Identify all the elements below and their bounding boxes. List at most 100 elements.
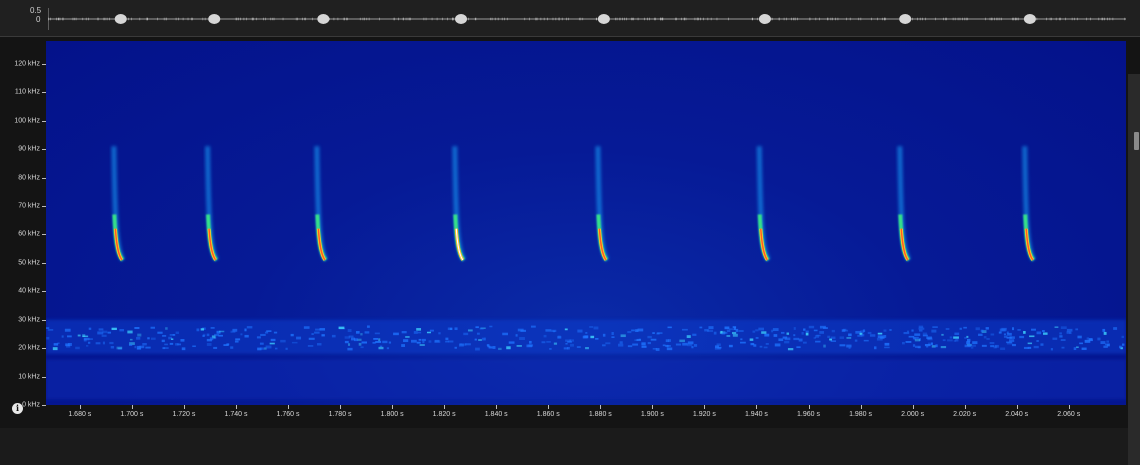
noise-speck [378,338,381,342]
noise-speck [761,331,767,334]
noise-speck [192,345,196,348]
time-tick-label: 1.980 s [849,411,873,418]
noise-speck [270,338,276,342]
noise-speck [465,343,471,346]
noise-speck [480,327,486,329]
noise-speck [202,335,205,337]
noise-speck [1084,339,1091,343]
noise-speck [753,344,757,347]
noise-speck [165,327,168,330]
noise-speck [1033,345,1039,349]
noise-speck [975,327,980,331]
noise-speck [134,327,140,329]
noise-speck [211,335,216,339]
noise-speck [772,328,779,332]
noise-speck [889,329,892,331]
time-tick-label: 1.960 s [797,411,820,418]
noise-speck [955,338,959,342]
scrollbar-thumb[interactable] [1134,132,1139,150]
noise-speck [869,334,876,337]
noise-speck [454,346,457,349]
noise-speck [717,346,722,349]
noise-speck [419,344,425,346]
noise-speck [986,338,990,340]
noise-speck [557,336,562,339]
noise-speck [1100,341,1106,345]
time-tick-label: 1.720 s [172,411,196,418]
noise-speck [805,332,809,336]
noise-speck [200,328,204,331]
noise-speck [331,334,336,338]
noise-speck [903,332,910,335]
waveform-panel[interactable]: 0.5 0 [0,0,1140,37]
noise-speck [1106,340,1110,343]
waveform-trace [48,8,1126,30]
noise-speck [1040,343,1044,346]
noise-speck [136,336,141,340]
noise-speck [219,330,225,333]
noise-speck [793,334,796,337]
noise-speck [319,328,326,331]
noise-speck [87,341,91,344]
noise-speck [246,326,253,329]
noise-speck [169,334,175,336]
noise-speck [181,347,186,351]
time-tick-label: 2.040 s [1005,411,1029,418]
noise-speck [801,331,804,335]
time-tick [912,405,914,409]
noise-speck [478,339,482,341]
noise-speck [589,326,594,328]
noise-speck [1036,340,1039,342]
noise-speck [611,332,614,336]
noise-speck [880,336,885,339]
noise-speck [401,331,407,334]
noise-speck [360,346,364,349]
frequency-tick [42,177,46,179]
noise-speck [593,326,599,330]
noise-speck [565,342,568,345]
noise-speck [726,329,731,332]
noise-speck [928,342,932,346]
noise-speck [401,344,406,347]
noise-speck [966,341,971,345]
noise-speck [498,347,502,351]
noise-speck [842,328,847,331]
noise-speck [912,336,919,340]
vertical-scrollbar[interactable] [1128,74,1140,465]
noise-speck [162,347,166,350]
noise-speck [1050,348,1053,351]
noise-speck [1103,345,1108,348]
noise-speck [652,347,657,350]
noise-speck [662,344,666,347]
noise-speck [85,345,89,347]
noise-speck [46,327,50,329]
noise-speck [447,327,453,331]
frequency-tick [42,92,46,94]
noise-speck [755,336,759,339]
noise-speck [1003,333,1007,335]
noise-speck [774,343,781,347]
frequency-tick [42,234,46,236]
frequency-axis: 120 kHz 110 kHz 100 kHz 90 kHz 80 kHz 70 kHz 6… [0,41,46,409]
noise-speck [577,329,583,333]
noise-speck [545,329,552,332]
noise-speck [919,329,923,332]
time-tick [600,405,602,409]
noise-speck [914,339,921,342]
frequency-tick-label: 0 kHz [22,401,40,409]
noise-speck [863,339,869,342]
info-icon[interactable]: i [12,403,23,414]
noise-speck [64,328,71,332]
noise-speck [940,346,947,349]
noise-speck [570,343,574,347]
noise-speck [373,337,379,340]
spectrogram-plot[interactable] [46,41,1126,405]
noise-speck [675,343,682,346]
noise-speck [88,338,93,340]
waveform-burst [1023,14,1036,24]
noise-speck [708,326,714,330]
noise-speck [314,331,320,334]
noise-speck [479,327,484,330]
noise-speck [379,345,383,348]
time-tick [79,405,81,409]
